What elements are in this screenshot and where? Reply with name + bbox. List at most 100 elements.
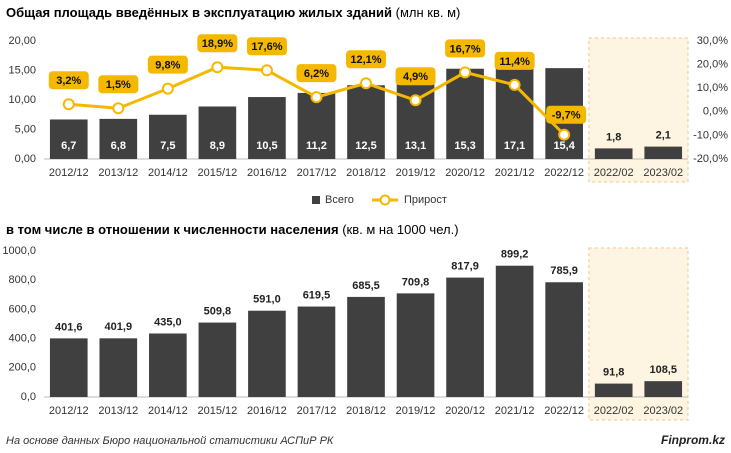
bar-value-label: 7,5 xyxy=(160,140,175,152)
bar xyxy=(644,146,683,159)
bar xyxy=(248,97,286,159)
x-tick-label: 2020/12 xyxy=(445,405,485,417)
bar xyxy=(99,118,138,159)
line-value-label: 3,2% xyxy=(56,75,81,87)
bar-value-label: 11,2 xyxy=(306,140,327,152)
source: На основе данных Бюро национальной стати… xyxy=(6,435,334,447)
line-label-box xyxy=(546,105,587,124)
bar-value-label: 6,8 xyxy=(111,140,126,152)
bar-value-label: 401,6 xyxy=(55,321,83,333)
line-value-label: 6,2% xyxy=(304,68,329,80)
y-tick-label: 15,00 xyxy=(8,64,36,76)
line-value-label: 12,1% xyxy=(350,54,381,66)
bar-value-label: 401,9 xyxy=(105,321,133,333)
x-tick-label: 2022/12 xyxy=(544,167,584,179)
x-tick-label: 2012/12 xyxy=(49,167,89,179)
x-tick-label: 2014/12 xyxy=(148,405,188,417)
bar-value-label: 1,8 xyxy=(606,131,621,143)
chart-title: Общая площадь введённых в эксплуатацию ж… xyxy=(6,5,460,20)
line-value-label: 4,9% xyxy=(403,71,428,83)
bar-value-label: 8,9 xyxy=(210,140,225,152)
y-tick-label: 0,00 xyxy=(15,153,36,165)
title-unit: (млн кв. м) xyxy=(396,5,461,20)
x-tick-label: 2017/12 xyxy=(297,167,337,179)
legend-label: Прирост xyxy=(404,194,447,206)
bar-value-label: 10,5 xyxy=(256,140,277,152)
line-point xyxy=(161,82,174,95)
line-label-box xyxy=(197,34,238,53)
bar-value-label: 108,5 xyxy=(649,364,677,376)
y-tick-label: 20,00 xyxy=(8,35,36,47)
x-tick-label: 2017/12 xyxy=(297,405,337,417)
line-label-box xyxy=(395,67,436,86)
line-point xyxy=(508,78,521,91)
bar xyxy=(446,277,484,397)
line-label-box xyxy=(445,39,486,58)
bar-value-label: 817,9 xyxy=(451,260,479,272)
bar xyxy=(99,338,138,397)
title-main: Общая площадь введённых в эксплуатацию ж… xyxy=(6,5,392,20)
bar-value-label: 13,1 xyxy=(405,140,426,152)
line-point xyxy=(310,91,323,104)
bar xyxy=(149,114,187,159)
shaded-region xyxy=(588,37,689,183)
y-tick-label: 400,0 xyxy=(8,333,36,345)
x-tick-label: 2018/12 xyxy=(346,405,386,417)
bar-value-label: 6,7 xyxy=(61,140,76,152)
bar xyxy=(248,310,286,397)
line-point xyxy=(459,66,472,79)
bar-value-label: 709,8 xyxy=(402,276,430,288)
y-tick-label: 600,0 xyxy=(8,303,36,315)
bar-value-label: 591,0 xyxy=(253,294,281,306)
line-value-label: 16,7% xyxy=(449,43,480,55)
bar-value-label: 17,1 xyxy=(504,140,525,152)
x-tick-label: 2023/02 xyxy=(643,167,683,179)
x-tick-label: 2015/12 xyxy=(198,167,238,179)
bar-value-label: 12,5 xyxy=(355,140,376,152)
bar-value-label: 619,5 xyxy=(303,289,331,301)
y2-tick-label: 30,0% xyxy=(697,35,728,47)
legend-swatch xyxy=(312,196,320,204)
bar xyxy=(49,338,88,397)
bar-value-label: 91,8 xyxy=(603,367,624,379)
chart-title: в том числе в отношении к численности на… xyxy=(6,222,459,237)
x-tick-label: 2020/12 xyxy=(445,167,485,179)
x-tick-label: 2012/12 xyxy=(49,405,89,417)
x-tick-label: 2016/12 xyxy=(247,405,287,417)
y-tick-label: 200,0 xyxy=(8,362,36,374)
line-point xyxy=(360,77,372,90)
line-value-label: 18,9% xyxy=(202,38,233,50)
x-tick-label: 2013/12 xyxy=(98,167,138,179)
bar xyxy=(545,282,583,397)
line-value-label: 1,5% xyxy=(106,79,131,91)
y-tick-label: 800,0 xyxy=(8,274,36,286)
line-point xyxy=(112,102,125,115)
x-tick-label: 2022/12 xyxy=(544,405,584,417)
x-tick-label: 2016/12 xyxy=(247,167,287,179)
line-point xyxy=(260,64,273,77)
line-label-box xyxy=(494,51,535,70)
line-value-label: 11,4% xyxy=(499,56,530,68)
y2-tick-label: 10,0% xyxy=(697,82,728,94)
y-tick-label: 1000,0 xyxy=(2,245,36,257)
legend-marker xyxy=(379,194,391,206)
line-label-box xyxy=(147,55,188,74)
title-unit: (кв. м на 1000 чел.) xyxy=(342,222,458,237)
line-label-box xyxy=(246,37,287,56)
bar-value-label: 509,8 xyxy=(204,305,232,317)
bar xyxy=(198,106,237,159)
x-tick-label: 2019/12 xyxy=(396,167,436,179)
x-tick-label: 2023/02 xyxy=(643,405,683,417)
bar-value-label: 899,2 xyxy=(501,249,529,261)
bar xyxy=(594,148,633,159)
line-point xyxy=(558,128,571,141)
y2-tick-label: -10,0% xyxy=(693,129,728,141)
line-point xyxy=(409,94,422,107)
y2-tick-label: -20,0% xyxy=(693,153,728,165)
x-tick-label: 2013/12 xyxy=(98,405,138,417)
bar-value-label: 15,3 xyxy=(454,140,475,152)
line-point xyxy=(62,98,75,111)
x-tick-label: 2021/12 xyxy=(495,167,535,179)
bar xyxy=(446,68,484,159)
